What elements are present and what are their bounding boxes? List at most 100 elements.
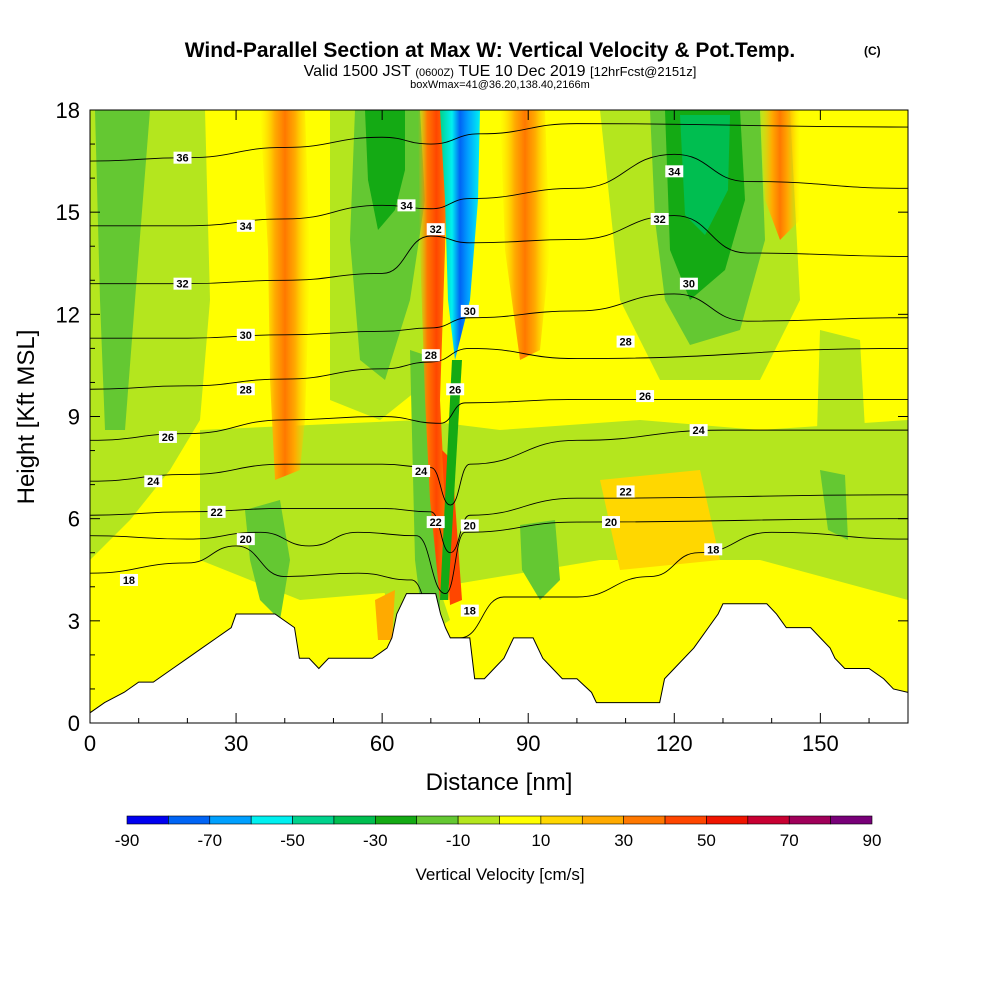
field-green-upper-mid-dark xyxy=(365,110,405,230)
colorbar-bin xyxy=(375,815,418,825)
theta-contour-labels: 18 18 18 20 20 20 22 22 22 24 24 24 26 26 26 28 28 28 30 30… xyxy=(119,151,723,618)
theta-label-20: 20 xyxy=(460,519,479,532)
colorbar-label: Vertical Velocity [cm/s] xyxy=(415,865,584,884)
theta-label-26: 26 xyxy=(636,390,655,403)
theta-label-30: 30 xyxy=(236,328,255,342)
x-axis-label: Distance [nm] xyxy=(426,769,573,796)
theta-label-22: 22 xyxy=(207,505,226,519)
colorbar-bin xyxy=(623,815,666,825)
theta-label-text: 28 xyxy=(425,350,437,362)
colorbar-bin xyxy=(292,815,335,825)
theta-label-text: 26 xyxy=(449,384,461,396)
theta-label-text: 20 xyxy=(240,534,252,546)
theta-label-box xyxy=(636,390,655,403)
field-downdraft-lower xyxy=(440,360,462,600)
theta-label-18: 18 xyxy=(119,573,138,587)
theta-label-18: 18 xyxy=(704,543,723,556)
titles: Wind-Parallel Section at Max W: Vertical… xyxy=(185,39,881,91)
chart-title: Wind-Parallel Section at Max W: Vertical… xyxy=(185,39,796,62)
x-tick-label: 120 xyxy=(656,731,693,756)
theta-label-box xyxy=(412,464,431,477)
theta-label-box xyxy=(460,519,479,532)
colorbar-bin xyxy=(788,815,831,825)
theta-label-32: 32 xyxy=(426,223,445,236)
theta-label-text: 32 xyxy=(176,279,188,291)
theta-label-box xyxy=(679,277,698,290)
field-green-low-west xyxy=(245,500,290,620)
subtitle-utc: (0600Z) xyxy=(415,67,454,79)
title-mark: (C) xyxy=(864,44,881,58)
theta-label-18: 18 xyxy=(460,604,479,618)
theta-label-text: 26 xyxy=(162,432,174,444)
field-green-low-mid xyxy=(520,520,560,600)
theta-label-text: 34 xyxy=(400,200,413,212)
theta-label-box xyxy=(421,349,440,362)
theta-label-box xyxy=(426,516,445,529)
theta-label-32: 32 xyxy=(173,277,192,291)
theta-contour-26 xyxy=(90,399,908,441)
colorbar-tick-label: -90 xyxy=(115,831,140,850)
field-downdraft-core xyxy=(440,110,480,360)
theta-label-text: 32 xyxy=(654,214,666,226)
theta-label-22: 22 xyxy=(426,516,445,529)
theta-label-26: 26 xyxy=(446,383,465,396)
field-teal-east-core xyxy=(680,115,730,235)
theta-contour-32 xyxy=(90,215,908,285)
chart-subtitle: Valid 1500 JST (0600Z) TUE 10 Dec 2019 [… xyxy=(304,63,697,80)
subtitle-date: TUE 10 Dec 2019 xyxy=(458,63,585,80)
theta-label-32: 32 xyxy=(650,212,669,226)
colorbar-bin xyxy=(416,815,459,825)
theta-label-text: 24 xyxy=(693,425,706,437)
theta-contour-28 xyxy=(90,347,908,390)
theta-label-text: 28 xyxy=(240,384,252,396)
theta-label-20: 20 xyxy=(236,533,255,546)
x-axis: 0 30 60 90 120 150 xyxy=(84,110,870,756)
theta-label-34: 34 xyxy=(397,199,416,212)
colorbar-tick-label: -70 xyxy=(197,831,222,850)
theta-label-22: 22 xyxy=(616,485,635,498)
field-orange-band-right xyxy=(760,110,800,240)
colorbar-bin xyxy=(168,815,211,825)
theta-label-text: 20 xyxy=(605,517,617,529)
theta-label-24: 24 xyxy=(689,424,708,437)
colorbar-bin xyxy=(540,815,583,825)
theta-label-text: 34 xyxy=(668,166,681,178)
theta-label-box xyxy=(236,219,255,232)
theta-label-box xyxy=(158,430,177,443)
theta-label-30: 30 xyxy=(460,304,479,318)
x-tick-label: 0 xyxy=(84,731,96,756)
theta-label-text: 30 xyxy=(240,330,252,342)
theta-label-box xyxy=(704,543,723,556)
x-tick-label: 30 xyxy=(224,731,248,756)
theta-label-28: 28 xyxy=(236,383,255,396)
theta-label-34: 34 xyxy=(236,219,255,233)
colorbar-bin xyxy=(457,815,500,825)
theta-label-text: 28 xyxy=(619,337,631,349)
theta-label-text: 22 xyxy=(430,517,442,529)
theta-label-28: 28 xyxy=(616,335,635,349)
colorbar-bin xyxy=(209,815,252,825)
theta-label-text: 22 xyxy=(210,507,222,519)
theta-label-26: 26 xyxy=(158,430,177,444)
field-light-green-mid xyxy=(200,420,908,600)
field-green-low-east xyxy=(820,470,848,540)
colorbar-bin xyxy=(747,815,790,825)
theta-label-34: 34 xyxy=(665,165,684,178)
x-tick-label: 90 xyxy=(516,731,540,756)
colorbar-tick-label: -50 xyxy=(280,831,305,850)
theta-label-24: 24 xyxy=(412,464,431,478)
theta-label-box xyxy=(426,223,445,236)
theta-label-text: 32 xyxy=(430,224,442,236)
colorbar-bin xyxy=(499,815,542,825)
y-tick-label: 15 xyxy=(56,200,80,225)
colorbar-tick-label: 10 xyxy=(531,831,550,850)
theta-label-box xyxy=(236,328,255,341)
theta-label-box xyxy=(173,151,192,164)
theta-label-text: 24 xyxy=(147,476,160,488)
theta-label-box xyxy=(119,573,138,586)
theta-label-text: 18 xyxy=(123,575,135,587)
field-orange-band-west xyxy=(260,110,310,480)
colorbar-bin xyxy=(250,815,293,825)
